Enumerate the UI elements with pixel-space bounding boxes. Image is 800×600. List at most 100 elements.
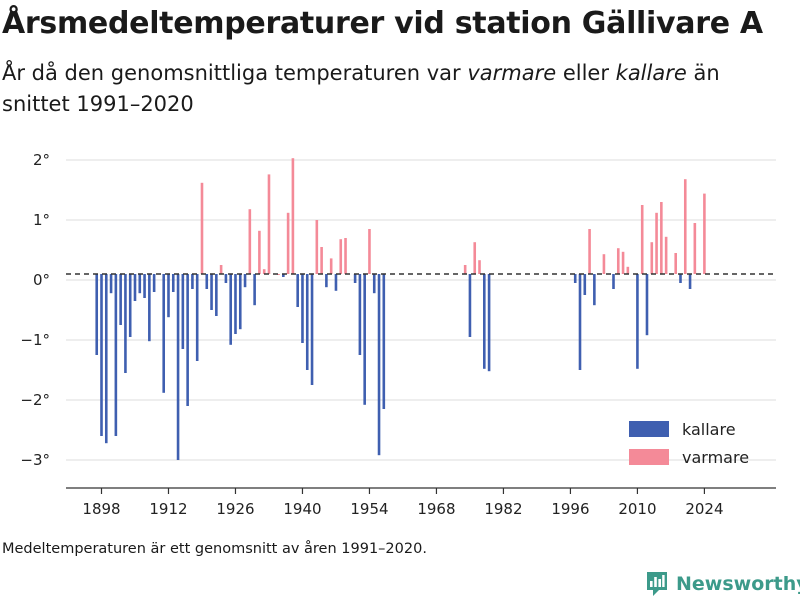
bar-kallare <box>148 274 151 342</box>
bar-varmare <box>660 202 663 274</box>
x-tick-label: 1898 <box>82 500 120 518</box>
bar-varmare <box>248 209 252 274</box>
bar-kallare <box>133 274 137 301</box>
x-tick-label: 1968 <box>417 500 455 518</box>
x-tick-label: 2010 <box>618 500 656 518</box>
temperature-bar-chart: 2° 1° 0° −1° −2° −3° 1898 1912 1926 1940 1954 1968… <box>20 151 776 518</box>
bar-varmare <box>219 265 223 274</box>
bar-varmare <box>478 260 481 274</box>
bar-kallare <box>171 274 175 292</box>
chart-title: Årsmedeltemperaturer vid station Gälliva… <box>2 6 763 41</box>
bar-kallare <box>483 274 486 369</box>
bar-kallare <box>612 274 615 289</box>
bar-kallare <box>238 274 242 330</box>
bar-varmare <box>602 254 606 274</box>
legend: kallare varmare <box>629 420 749 467</box>
bar-kallare <box>104 274 108 444</box>
bar-kallare <box>119 274 122 325</box>
legend-label-kallare: kallare <box>682 420 736 439</box>
bar-varmare <box>655 212 658 274</box>
bar-varmare <box>640 205 644 274</box>
bar-varmare <box>588 229 591 274</box>
bar-kallare <box>377 274 381 456</box>
bar-kallare <box>229 274 232 345</box>
bar-varmare <box>621 251 625 274</box>
subtitle-part-2: eller <box>556 61 616 85</box>
bar-chart-logo-icon <box>647 572 667 596</box>
bar-varmare <box>664 236 668 274</box>
y-tick-label: −1° <box>20 331 50 349</box>
y-tick-label: 2° <box>33 151 50 169</box>
legend-swatch-kallare <box>629 421 669 437</box>
bar-kallare <box>100 274 103 436</box>
legend-label-varmare: varmare <box>682 448 749 467</box>
bar-kallare <box>186 274 189 406</box>
x-tick-label: 1940 <box>283 500 321 518</box>
subtitle-warmer-word: varmare <box>467 61 557 85</box>
y-axis-tick-labels: 2° 1° 0° −1° −2° −3° <box>20 151 50 469</box>
x-tick-label: 1954 <box>350 500 388 518</box>
bar-kallare <box>282 274 285 277</box>
bar-varmare <box>277 274 280 275</box>
bar-kallare <box>128 274 132 337</box>
y-tick-label: −2° <box>20 391 50 409</box>
bar-kallare <box>162 274 165 393</box>
bar-kallare <box>109 274 113 294</box>
x-tick-label: 1996 <box>551 500 589 518</box>
bar-kallare <box>143 274 146 298</box>
bar-varmare <box>703 193 706 274</box>
bar-kallare <box>645 274 649 336</box>
bar-kallare <box>679 274 682 283</box>
grid-lines <box>66 159 776 461</box>
subtitle-colder-word: kallare <box>615 61 687 85</box>
y-tick-label: −3° <box>20 451 50 469</box>
brand-name: Newsworthy <box>676 573 800 595</box>
bars <box>95 158 706 460</box>
bar-kallare <box>325 274 328 288</box>
bar-kallare <box>205 274 209 289</box>
bar-kallare <box>487 274 491 372</box>
bar-varmare <box>286 212 290 274</box>
bar-kallare <box>253 274 256 306</box>
bar-varmare <box>626 266 630 274</box>
bar-varmare <box>320 247 323 274</box>
bar-kallare <box>583 274 587 295</box>
bar-kallare <box>124 274 127 373</box>
bar-varmare <box>616 248 620 274</box>
bar-kallare <box>296 274 299 307</box>
bar-kallare <box>468 274 472 337</box>
footnote: Medeltemperaturen är ett genomsnitt av å… <box>2 541 427 557</box>
x-tick-label: 1912 <box>149 500 187 518</box>
bar-varmare <box>368 229 371 274</box>
bar-kallare <box>215 274 218 316</box>
bar-kallare <box>191 274 194 289</box>
bar-kallare <box>363 274 366 405</box>
bar-kallare <box>234 274 237 334</box>
bar-varmare <box>262 269 266 274</box>
bar-varmare <box>344 238 347 274</box>
bar-kallare <box>305 274 309 370</box>
subtitle-part-1: År då den genomsnittliga temperaturen va… <box>2 61 468 85</box>
bar-kallare <box>167 274 170 318</box>
bar-kallare <box>210 274 213 310</box>
bar-kallare <box>181 274 185 349</box>
bar-kallare <box>138 274 142 294</box>
bar-kallare <box>114 274 118 436</box>
bar-varmare <box>693 223 697 274</box>
bar-kallare <box>243 274 247 288</box>
bar-kallare <box>95 274 99 355</box>
legend-swatch-varmare <box>629 449 669 465</box>
bar-kallare <box>152 274 156 292</box>
bar-kallare <box>334 274 338 291</box>
x-axis-ticks: 1898 1912 1926 1940 1954 1968 1982 1996 2010 2024 <box>82 488 724 518</box>
bar-varmare <box>291 158 295 274</box>
bar-varmare <box>650 242 654 274</box>
y-tick-label: 1° <box>33 211 50 229</box>
bar-kallare <box>224 274 228 283</box>
bar-varmare <box>473 242 477 274</box>
brand-logo: Newsworthy <box>645 569 800 599</box>
bar-varmare <box>339 239 343 274</box>
bar-kallare <box>195 274 199 361</box>
x-tick-label: 1982 <box>484 500 522 518</box>
bar-kallare <box>301 274 304 343</box>
